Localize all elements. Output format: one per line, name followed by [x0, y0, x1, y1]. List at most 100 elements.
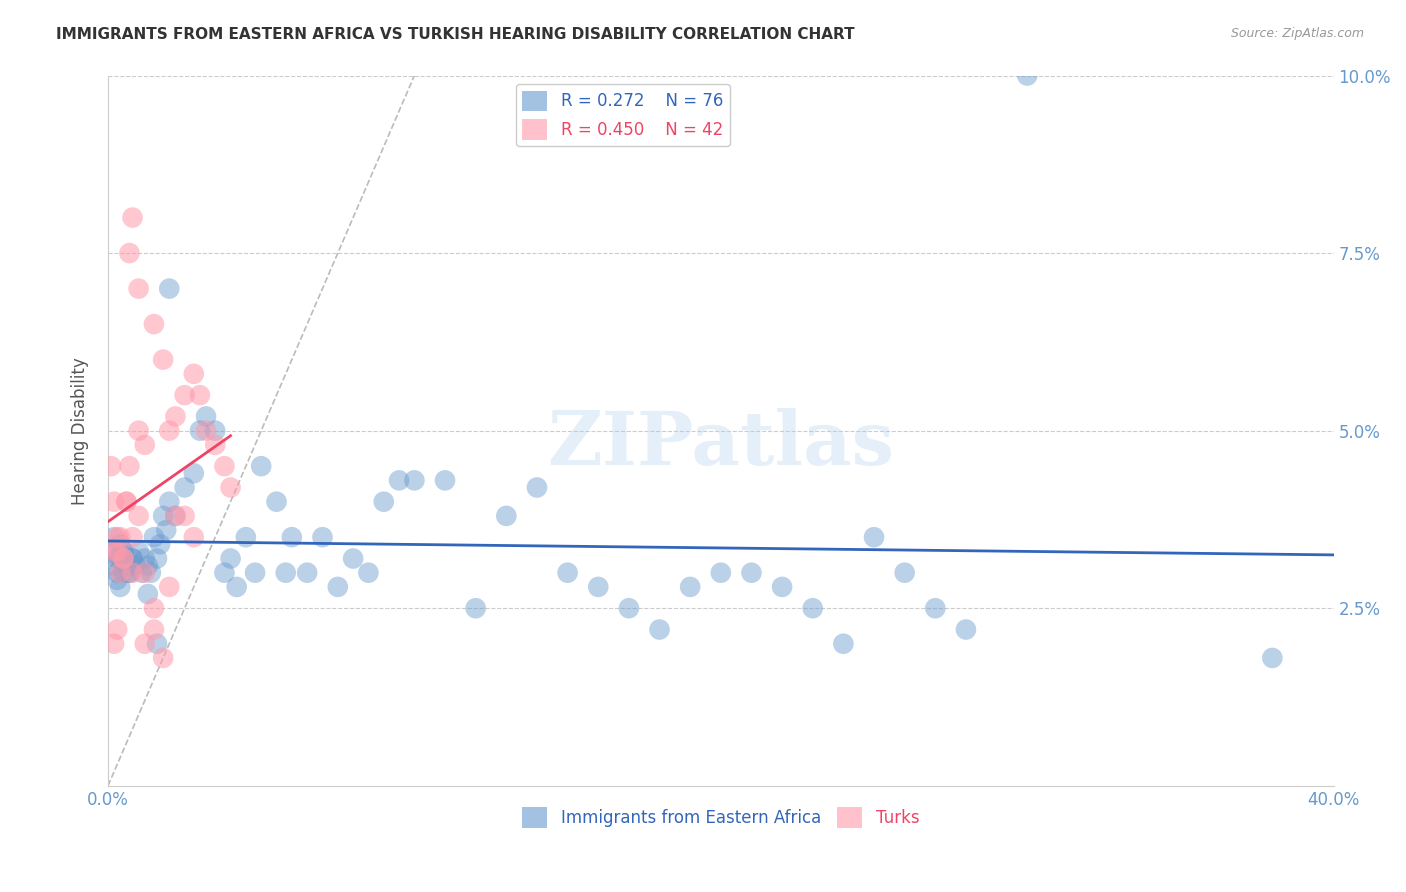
Point	[740, 566, 762, 580]
Point	[311, 530, 333, 544]
Point	[617, 601, 640, 615]
Point	[139, 566, 162, 580]
Point	[173, 388, 195, 402]
Point	[136, 558, 159, 573]
Point	[121, 211, 143, 225]
Point	[373, 494, 395, 508]
Point	[142, 623, 165, 637]
Point	[152, 651, 174, 665]
Point	[225, 580, 247, 594]
Point	[157, 424, 180, 438]
Point	[204, 424, 226, 438]
Point	[679, 580, 702, 594]
Point	[134, 551, 156, 566]
Point	[100, 544, 122, 558]
Point	[157, 282, 180, 296]
Point	[121, 551, 143, 566]
Point	[863, 530, 886, 544]
Point	[105, 623, 128, 637]
Point	[464, 601, 486, 615]
Text: IMMIGRANTS FROM EASTERN AFRICA VS TURKISH HEARING DISABILITY CORRELATION CHART: IMMIGRANTS FROM EASTERN AFRICA VS TURKIS…	[56, 27, 855, 42]
Point	[214, 459, 236, 474]
Point	[142, 601, 165, 615]
Point	[557, 566, 579, 580]
Point	[1261, 651, 1284, 665]
Point	[648, 623, 671, 637]
Point	[183, 467, 205, 481]
Point	[112, 544, 135, 558]
Point	[105, 566, 128, 580]
Point	[188, 388, 211, 402]
Point	[832, 637, 855, 651]
Point	[149, 537, 172, 551]
Point	[134, 438, 156, 452]
Point	[235, 530, 257, 544]
Point	[103, 494, 125, 508]
Point	[142, 530, 165, 544]
Point	[195, 409, 218, 424]
Point	[526, 480, 548, 494]
Point	[157, 580, 180, 594]
Point	[110, 580, 132, 594]
Point	[115, 494, 138, 508]
Point	[434, 474, 457, 488]
Point	[342, 551, 364, 566]
Point	[124, 558, 146, 573]
Point	[586, 580, 609, 594]
Y-axis label: Hearing Disability: Hearing Disability	[72, 357, 89, 505]
Point	[103, 544, 125, 558]
Point	[165, 508, 187, 523]
Point	[110, 566, 132, 580]
Legend: Immigrants from Eastern Africa, Turks: Immigrants from Eastern Africa, Turks	[516, 801, 927, 834]
Point	[495, 508, 517, 523]
Point	[152, 352, 174, 367]
Point	[134, 637, 156, 651]
Point	[204, 438, 226, 452]
Point	[118, 459, 141, 474]
Point	[121, 530, 143, 544]
Point	[924, 601, 946, 615]
Point	[100, 459, 122, 474]
Point	[112, 566, 135, 580]
Point	[118, 566, 141, 580]
Point	[157, 494, 180, 508]
Point	[128, 544, 150, 558]
Point	[173, 480, 195, 494]
Text: Source: ZipAtlas.com: Source: ZipAtlas.com	[1230, 27, 1364, 40]
Point	[266, 494, 288, 508]
Point	[105, 551, 128, 566]
Point	[136, 587, 159, 601]
Point	[183, 367, 205, 381]
Point	[955, 623, 977, 637]
Point	[152, 508, 174, 523]
Point	[105, 544, 128, 558]
Point	[214, 566, 236, 580]
Point	[103, 558, 125, 573]
Point	[128, 508, 150, 523]
Point	[110, 530, 132, 544]
Point	[295, 566, 318, 580]
Point	[115, 494, 138, 508]
Text: ZIPatlas: ZIPatlas	[547, 409, 894, 482]
Point	[165, 508, 187, 523]
Point	[388, 474, 411, 488]
Point	[219, 551, 242, 566]
Point	[243, 566, 266, 580]
Point	[893, 566, 915, 580]
Point	[281, 530, 304, 544]
Point	[165, 409, 187, 424]
Point	[110, 551, 132, 566]
Point	[183, 530, 205, 544]
Point	[131, 566, 153, 580]
Point	[121, 551, 143, 566]
Point	[134, 566, 156, 580]
Point	[155, 523, 177, 537]
Point	[105, 573, 128, 587]
Point	[188, 424, 211, 438]
Point	[121, 566, 143, 580]
Point	[118, 246, 141, 260]
Point	[770, 580, 793, 594]
Point	[801, 601, 824, 615]
Point	[115, 558, 138, 573]
Point	[112, 551, 135, 566]
